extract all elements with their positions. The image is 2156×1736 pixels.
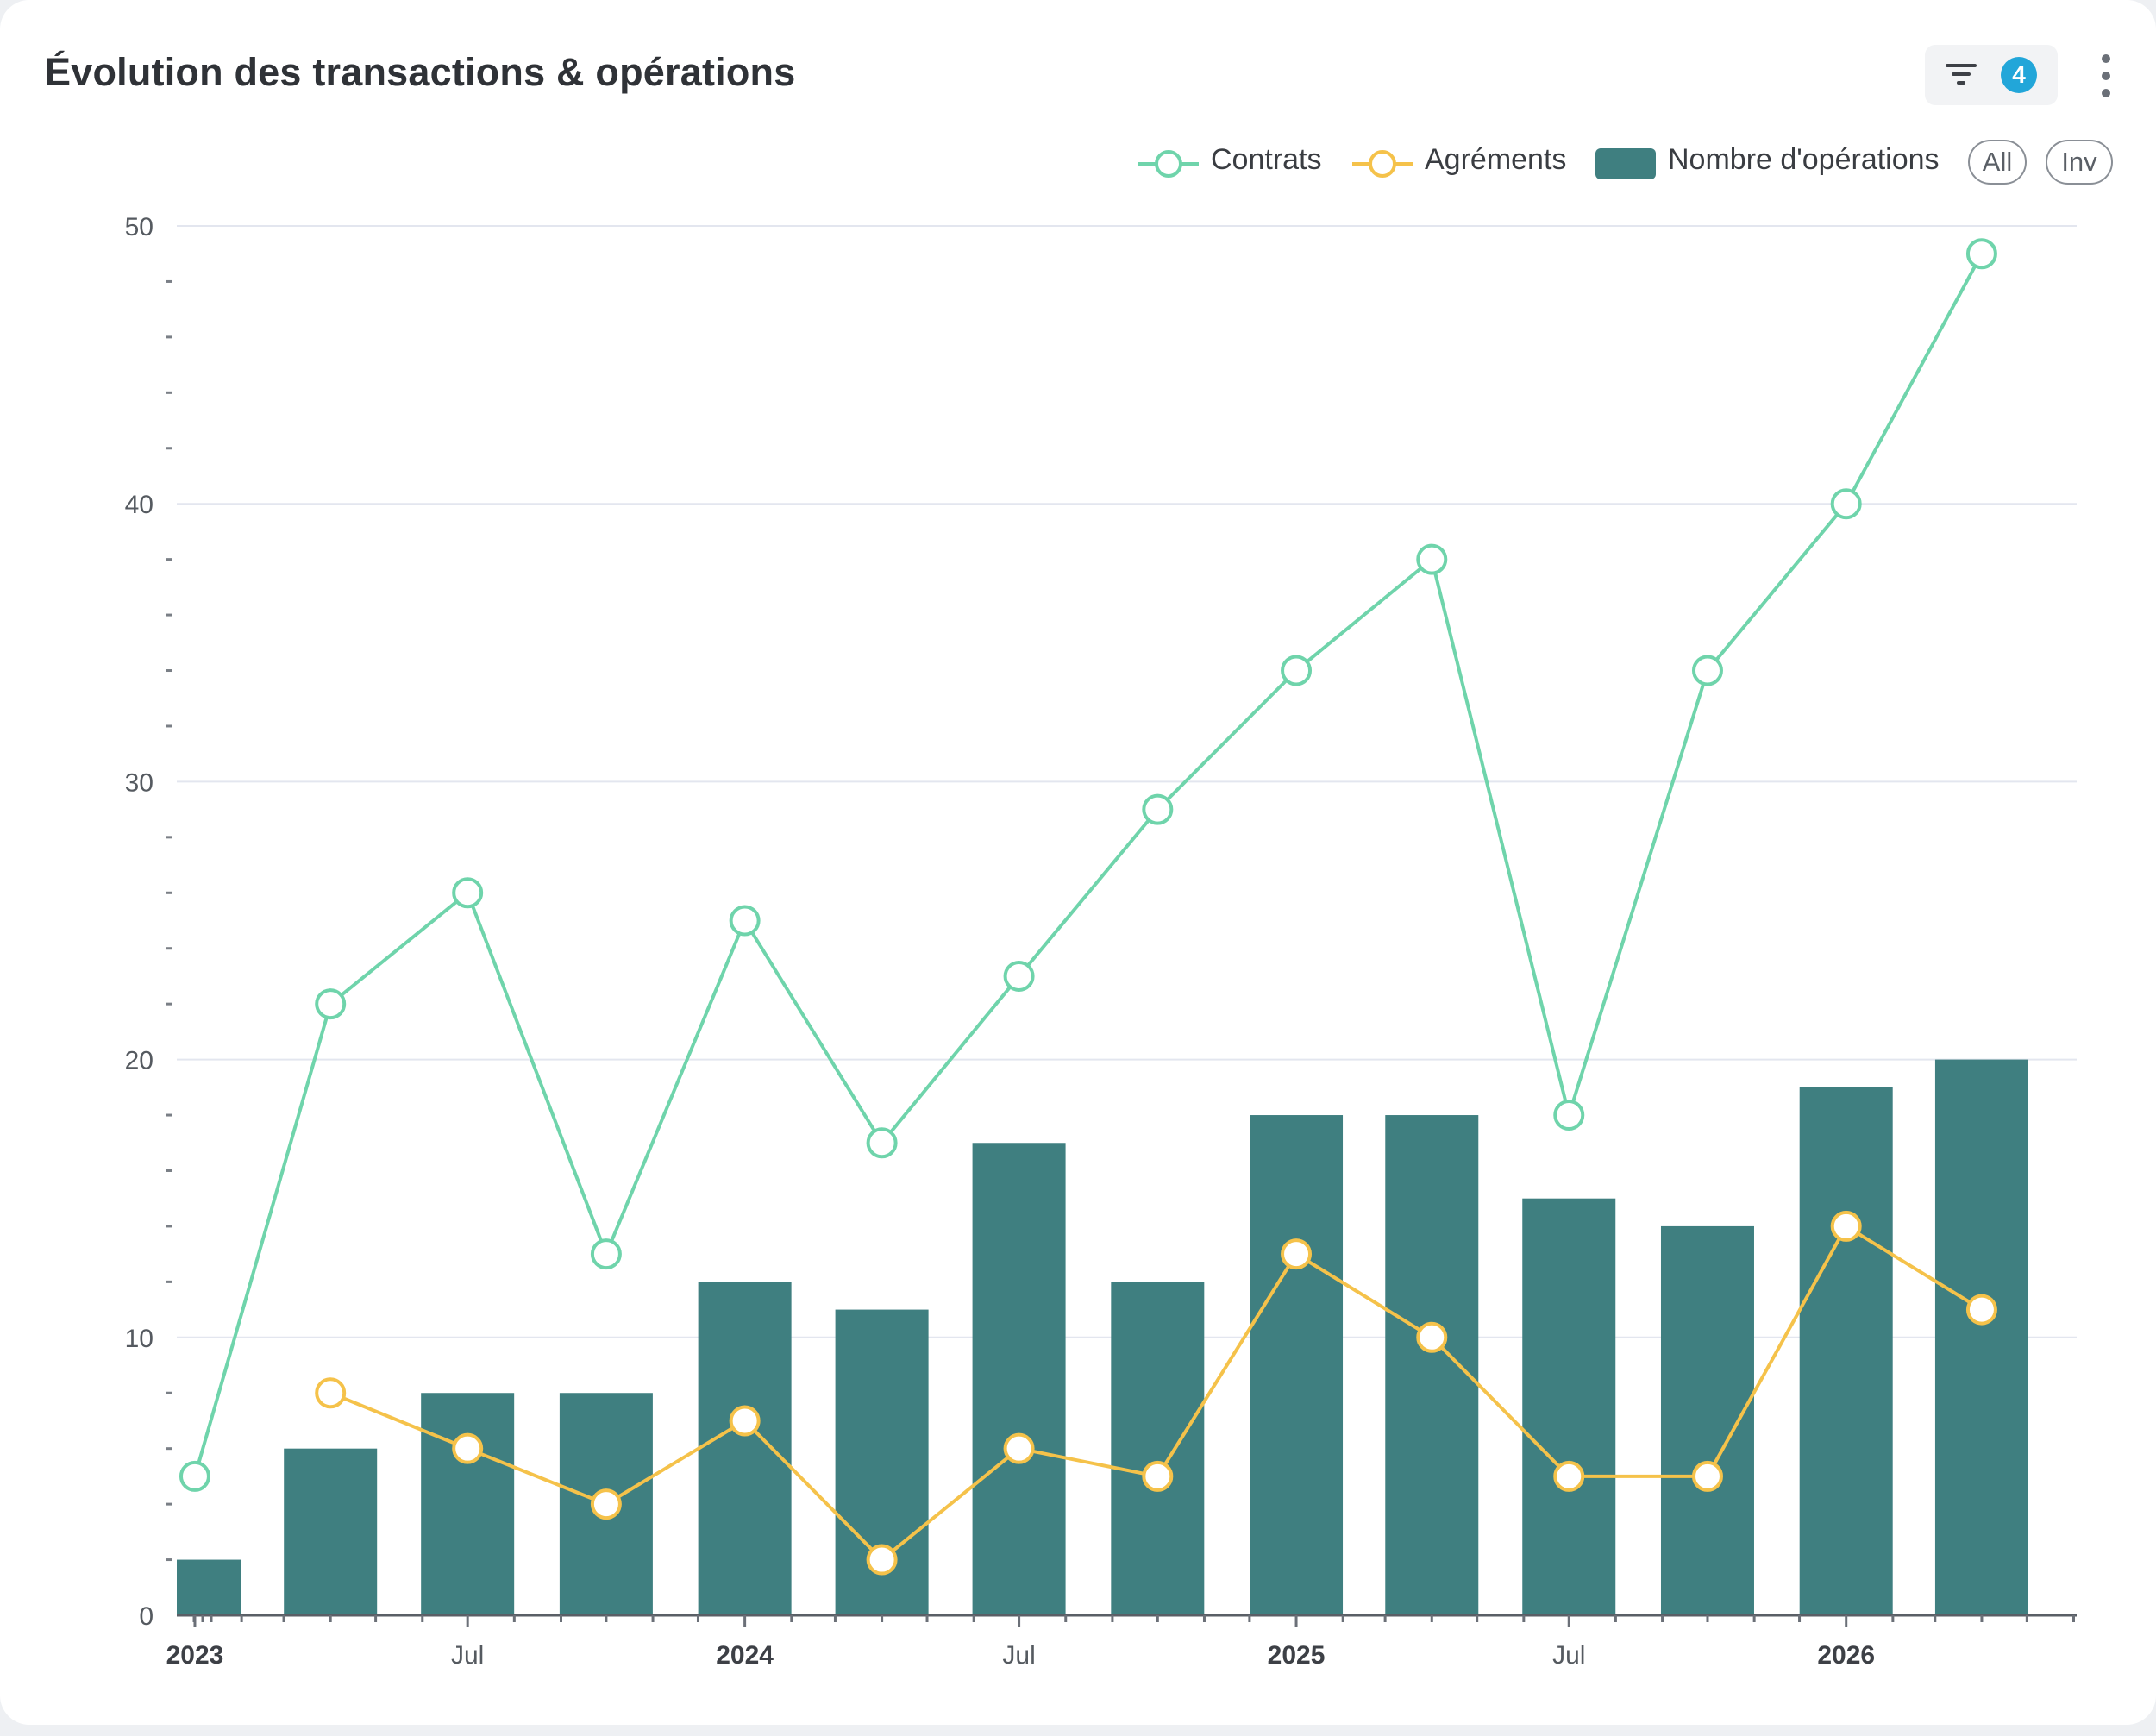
data-point bbox=[1281, 655, 1313, 686]
data-point bbox=[452, 1432, 484, 1464]
data-point bbox=[1965, 1294, 1997, 1326]
y-tick-label: 30 bbox=[125, 768, 154, 797]
data-point bbox=[315, 1377, 347, 1409]
y-tick-label: 40 bbox=[125, 491, 154, 519]
series-line bbox=[193, 253, 1984, 1477]
data-point bbox=[1830, 1210, 1862, 1242]
y-tick-label: 20 bbox=[125, 1047, 154, 1075]
bar bbox=[1111, 1282, 1205, 1615]
bar bbox=[1799, 1087, 1893, 1615]
data-point bbox=[1281, 1238, 1313, 1270]
data-point bbox=[1830, 488, 1862, 520]
data-point bbox=[590, 1488, 622, 1520]
data-point bbox=[1965, 238, 1997, 270]
data-point bbox=[729, 1405, 761, 1437]
data-point bbox=[1691, 1460, 1723, 1492]
y-tick-label: 50 bbox=[125, 213, 154, 241]
legend-item-operations[interactable]: Nombre d'opérations bbox=[1594, 140, 1947, 185]
x-tick-label: Jul bbox=[451, 1641, 484, 1670]
data-point bbox=[729, 905, 761, 937]
legend-swatch-agrements bbox=[1352, 150, 1413, 178]
legend-label-agrements: Agréments bbox=[1425, 143, 1567, 176]
more-options-button[interactable] bbox=[2090, 50, 2122, 102]
more-vertical-icon bbox=[2102, 54, 2110, 97]
card-title: Évolution des transactions & opérations bbox=[45, 50, 796, 94]
legend-item-contrats[interactable]: Contrats bbox=[1137, 140, 1326, 185]
bar bbox=[1522, 1198, 1616, 1615]
data-point bbox=[590, 1238, 622, 1270]
bar bbox=[421, 1393, 515, 1615]
data-point bbox=[1142, 1460, 1174, 1492]
filter-count-badge: 4 bbox=[2001, 57, 2037, 93]
data-point bbox=[452, 877, 484, 909]
grid-lines bbox=[177, 225, 2077, 1338]
bar bbox=[972, 1143, 1066, 1615]
x-tick-label: 2026 bbox=[1817, 1641, 1875, 1670]
legend-all-button[interactable]: All bbox=[1968, 140, 2027, 185]
x-tick-label: 2025 bbox=[1268, 1641, 1326, 1670]
legend-label-contrats: Contrats bbox=[1211, 143, 1322, 176]
filter-icon bbox=[1946, 64, 1977, 85]
y-tick-label: 0 bbox=[139, 1602, 154, 1631]
data-point bbox=[1003, 960, 1035, 992]
data-point bbox=[1003, 1432, 1035, 1464]
legend-invert-button[interactable]: Inv bbox=[2046, 140, 2113, 185]
legend-swatch-operations bbox=[1595, 148, 1656, 179]
data-point bbox=[866, 1127, 898, 1159]
x-axis: 2023 Jul 2024 Jul 2025 Jul 2026 bbox=[166, 1614, 2077, 1670]
line-series bbox=[179, 238, 1997, 1576]
data-point bbox=[866, 1544, 898, 1576]
bar bbox=[1250, 1115, 1344, 1615]
data-point bbox=[179, 1460, 210, 1492]
x-tick-label: 2023 bbox=[166, 1641, 224, 1670]
data-point bbox=[1691, 655, 1723, 686]
data-point bbox=[1553, 1100, 1585, 1131]
data-point bbox=[1416, 1321, 1448, 1353]
legend-swatch-contrats bbox=[1138, 150, 1199, 178]
data-point bbox=[315, 988, 347, 1020]
y-axis: 0 10 20 30 40 50 bbox=[125, 213, 172, 1631]
y-tick-label: 10 bbox=[125, 1325, 154, 1353]
x-tick-label: Jul bbox=[1002, 1641, 1035, 1670]
bar bbox=[284, 1448, 378, 1615]
data-point bbox=[1553, 1460, 1585, 1492]
legend-item-agrements[interactable]: Agréments bbox=[1351, 140, 1575, 185]
x-tick-label: 2024 bbox=[716, 1641, 774, 1670]
bar bbox=[1934, 1059, 2028, 1615]
bar bbox=[177, 1559, 241, 1615]
x-tick-label: Jul bbox=[1552, 1641, 1585, 1670]
bar bbox=[1385, 1115, 1479, 1615]
data-point bbox=[1416, 543, 1448, 575]
bar bbox=[698, 1282, 792, 1615]
data-point bbox=[1142, 793, 1174, 825]
filter-button[interactable]: 4 bbox=[1925, 45, 2058, 105]
legend-label-operations: Nombre d'opérations bbox=[1668, 143, 1940, 176]
